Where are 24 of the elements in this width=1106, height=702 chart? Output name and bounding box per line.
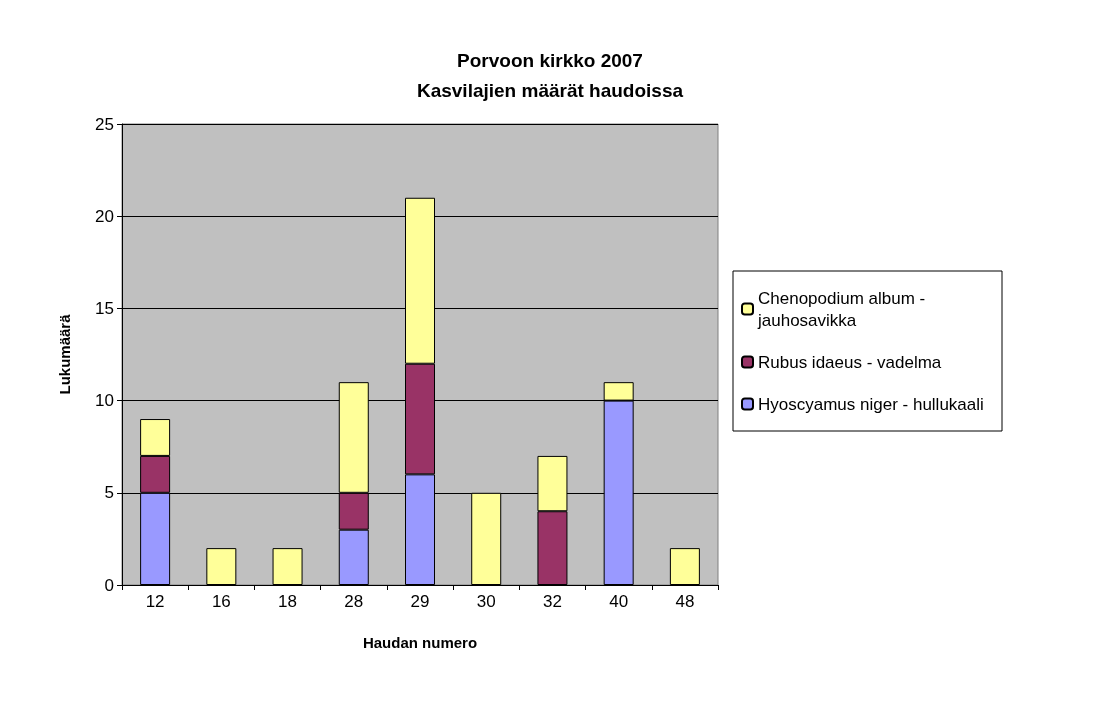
x-tick-label: 32 <box>542 592 562 611</box>
legend-label: Rubus idaeus - vadelma <box>758 352 942 372</box>
legend-label: Hyoscyamus niger - hullukaali <box>758 394 984 414</box>
x-tick-label: 30 <box>476 592 496 611</box>
x-tick-label: 12 <box>145 592 165 611</box>
bar <box>206 548 237 585</box>
bar <box>272 548 303 585</box>
y-tick-label: 0 <box>104 575 114 595</box>
chart-title: Porvoon kirkko 2007 Kasvilajien määrät haudoissa <box>416 49 684 101</box>
y-tick-label: 25 <box>95 114 114 134</box>
x-tick-label: 28 <box>344 592 364 611</box>
legend-label: Chenopodium album - jauhosavikka <box>757 288 930 330</box>
x-tick-label: 48 <box>675 592 695 611</box>
y-tick-label: 10 <box>95 391 114 411</box>
x-tick-label: 16 <box>211 592 231 611</box>
bar <box>669 548 700 585</box>
y-tick-label: 15 <box>95 298 114 318</box>
x-tick-label: 40 <box>609 592 629 611</box>
y-axis-title: Lukumäärä <box>56 313 73 395</box>
x-axis-title: Haudan numero <box>362 634 478 651</box>
y-tick-label: 5 <box>104 483 114 503</box>
x-tick-label: 29 <box>410 592 430 611</box>
y-tick-label: 20 <box>95 206 114 226</box>
x-tick-label: 18 <box>278 592 298 611</box>
